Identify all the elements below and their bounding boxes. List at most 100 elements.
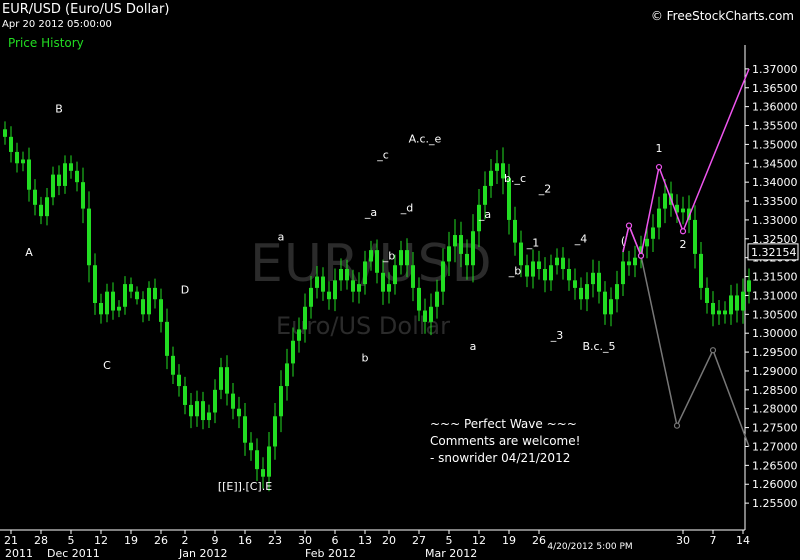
candle-body bbox=[3, 129, 7, 137]
candle-body bbox=[585, 284, 589, 300]
candle-body bbox=[243, 416, 247, 443]
candle-body bbox=[573, 280, 577, 288]
comment-line-2: Comments are welcome! bbox=[430, 434, 581, 448]
candle-body bbox=[9, 136, 13, 152]
candle-body bbox=[441, 261, 445, 292]
candle-body bbox=[315, 276, 319, 288]
candle-body bbox=[21, 159, 25, 164]
y-tick-label: 1.26000 bbox=[752, 478, 798, 491]
candle-body bbox=[111, 291, 115, 311]
candle-body bbox=[333, 280, 337, 300]
candle-body bbox=[579, 287, 583, 300]
candle-body bbox=[621, 261, 625, 285]
candle-body bbox=[117, 306, 121, 311]
x-tick-label: 23 bbox=[268, 534, 282, 547]
y-tick-label: 1.28000 bbox=[752, 403, 798, 416]
candle-body bbox=[435, 291, 439, 307]
y-tick-label: 1.36000 bbox=[752, 101, 798, 114]
wave-label: _b bbox=[508, 265, 522, 278]
x-month-label: 2011 bbox=[5, 547, 33, 560]
wave-label: a bbox=[278, 231, 285, 244]
candle-body bbox=[267, 446, 271, 477]
y-tick-label: 1.30500 bbox=[752, 308, 798, 321]
candle-body bbox=[135, 291, 139, 300]
x-tick-label: 9 bbox=[212, 534, 219, 547]
candle-body bbox=[351, 280, 355, 292]
candle-body bbox=[393, 265, 397, 285]
x-tick-label: 7 bbox=[710, 534, 717, 547]
candle-body bbox=[339, 269, 343, 281]
candle-body bbox=[543, 269, 547, 281]
candle-body bbox=[183, 386, 187, 405]
candle-body bbox=[681, 208, 685, 213]
candle-body bbox=[27, 159, 31, 190]
candle-body bbox=[429, 306, 433, 322]
x-tick-label: 30 bbox=[298, 534, 312, 547]
y-tick-label: 1.33500 bbox=[752, 195, 798, 208]
wave-label: _3 bbox=[550, 329, 564, 342]
candle-body bbox=[411, 265, 415, 288]
candle-body bbox=[675, 204, 679, 213]
candle-body bbox=[477, 204, 481, 232]
x-month-label: Jan 2012 bbox=[178, 547, 227, 560]
candle-body bbox=[465, 253, 469, 266]
y-tick-label: 1.26500 bbox=[752, 459, 798, 472]
candle-body bbox=[327, 291, 331, 300]
candle-body bbox=[63, 163, 67, 186]
candle-body bbox=[555, 257, 559, 266]
candle-body bbox=[381, 272, 385, 292]
y-tick-label: 1.35500 bbox=[752, 120, 798, 133]
chart-title: EUR/USD (Euro/US Dollar) bbox=[2, 2, 170, 17]
candle-body bbox=[99, 302, 103, 315]
candle-body bbox=[423, 310, 427, 322]
candle-body bbox=[603, 291, 607, 315]
wave-label: _4 bbox=[574, 233, 588, 246]
candle-body bbox=[225, 367, 229, 394]
projection-down-line-node bbox=[673, 422, 681, 429]
x-tick-label: 19 bbox=[124, 534, 138, 547]
candle-body bbox=[597, 272, 601, 292]
wave-label: 2 bbox=[680, 238, 687, 251]
candle-body bbox=[261, 469, 265, 477]
wave-label: D bbox=[181, 284, 189, 297]
wave-label: _c bbox=[376, 149, 389, 162]
candle-body bbox=[93, 265, 97, 303]
wave-label: A bbox=[25, 246, 33, 259]
wave-label: B bbox=[55, 102, 63, 115]
last-price-box bbox=[747, 243, 799, 261]
price-history-label[interactable]: Price History bbox=[8, 36, 84, 50]
candle-body bbox=[459, 235, 463, 254]
candle-body bbox=[237, 408, 241, 417]
wave-label: C bbox=[103, 359, 111, 372]
candle-body bbox=[609, 299, 613, 315]
candle-body bbox=[171, 355, 175, 375]
candle-body bbox=[141, 299, 145, 315]
candle-body bbox=[345, 269, 349, 281]
y-tick-label: 1.35000 bbox=[752, 138, 798, 151]
x-tick-label: 20 bbox=[382, 534, 396, 547]
wave-label: a bbox=[470, 340, 477, 353]
x-tick-label: 19 bbox=[502, 534, 516, 547]
candle-body bbox=[639, 246, 643, 258]
candle-body bbox=[57, 174, 61, 186]
candle-body bbox=[177, 374, 181, 387]
x-tick-label: 13 bbox=[358, 534, 372, 547]
candle-body bbox=[231, 393, 235, 409]
candle-body bbox=[105, 291, 109, 315]
candle-body bbox=[387, 284, 391, 292]
candle-body bbox=[255, 450, 259, 470]
comment-line-1: ~~~ Perfect Wave ~~~ bbox=[430, 417, 577, 431]
candle-body bbox=[723, 310, 727, 315]
candle-body bbox=[735, 295, 739, 311]
y-tick-label: 1.29000 bbox=[752, 365, 798, 378]
candle-body bbox=[399, 250, 403, 266]
candle-body bbox=[699, 253, 703, 288]
chart-date: Apr 20 2012 05:00:00 bbox=[2, 19, 112, 30]
x-tick-label: 12 bbox=[94, 534, 108, 547]
brand-link[interactable]: © FreeStockCharts.com bbox=[650, 9, 794, 23]
candle-body bbox=[627, 261, 631, 266]
y-tick-label: 1.31500 bbox=[752, 271, 798, 284]
candle-body bbox=[51, 174, 55, 198]
candle-body bbox=[711, 302, 715, 315]
